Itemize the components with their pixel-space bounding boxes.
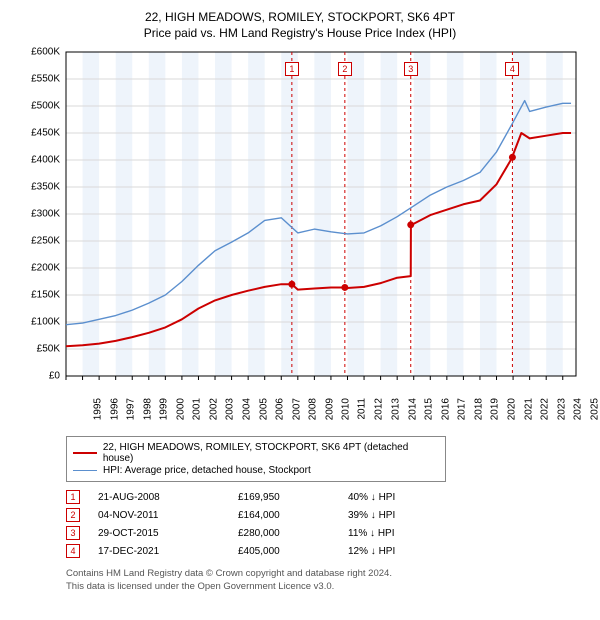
- x-axis-label: 2014: [407, 398, 418, 420]
- chart-area: £0 £50K £100K £150K £200K £250K £300K £350K £400…: [20, 48, 580, 418]
- legend-item: HPI: Average price, detached house, Stoc…: [73, 465, 439, 476]
- chart-container: 22, HIGH MEADOWS, ROMILEY, STOCKPORT, SK…: [0, 0, 600, 608]
- x-axis-label: 1998: [142, 398, 153, 420]
- x-axis-label: 1995: [92, 398, 103, 420]
- transaction-price: £169,950: [238, 492, 348, 503]
- x-axis-label: 2009: [324, 398, 335, 420]
- table-row: 4 17-DEC-2021 £405,000 12% ↓ HPI: [66, 544, 574, 558]
- x-axis-label: 2023: [556, 398, 567, 420]
- x-axis-label: 2016: [440, 398, 451, 420]
- y-axis-label: £350K: [18, 182, 60, 193]
- x-axis-label: 2000: [175, 398, 186, 420]
- y-axis-label: £450K: [18, 128, 60, 139]
- transaction-date: 04-NOV-2011: [98, 510, 238, 521]
- transaction-diff: 12% ↓ HPI: [348, 546, 458, 557]
- table-row: 3 29-OCT-2015 £280,000 11% ↓ HPI: [66, 526, 574, 540]
- chart-svg: [20, 48, 580, 418]
- chart-title: 22, HIGH MEADOWS, ROMILEY, STOCKPORT, SK…: [10, 10, 590, 24]
- x-axis-label: 2013: [390, 398, 401, 420]
- transaction-table: 1 21-AUG-2008 £169,950 40% ↓ HPI 2 04-NO…: [66, 490, 574, 558]
- x-axis-label: 2025: [589, 398, 600, 420]
- y-axis-label: £250K: [18, 236, 60, 247]
- x-axis-label: 2024: [572, 398, 583, 420]
- transaction-marker: 4: [66, 544, 80, 558]
- legend-swatch: [73, 470, 97, 471]
- transaction-marker: 2: [66, 508, 80, 522]
- transaction-date: 21-AUG-2008: [98, 492, 238, 503]
- x-axis-label: 2019: [490, 398, 501, 420]
- transaction-marker: 1: [66, 490, 80, 504]
- x-axis-label: 2001: [192, 398, 203, 420]
- transaction-date: 17-DEC-2021: [98, 546, 238, 557]
- x-axis-label: 2008: [308, 398, 319, 420]
- y-axis-label: £100K: [18, 317, 60, 328]
- x-axis-label: 1999: [158, 398, 169, 420]
- y-axis-label: £0: [18, 371, 60, 382]
- footer-attribution: Contains HM Land Registry data © Crown c…: [66, 568, 574, 594]
- x-axis-label: 2002: [208, 398, 219, 420]
- y-axis-label: £400K: [18, 155, 60, 166]
- transaction-date: 29-OCT-2015: [98, 528, 238, 539]
- x-axis-label: 2007: [291, 398, 302, 420]
- footer-line: Contains HM Land Registry data © Crown c…: [66, 568, 574, 581]
- x-axis-label: 2010: [341, 398, 352, 420]
- table-row: 2 04-NOV-2011 £164,000 39% ↓ HPI: [66, 508, 574, 522]
- chart-marker-pin: 3: [404, 62, 418, 76]
- legend-label: HPI: Average price, detached house, Stoc…: [103, 465, 311, 476]
- x-axis-label: 2004: [241, 398, 252, 420]
- y-axis-label: £300K: [18, 209, 60, 220]
- transaction-diff: 11% ↓ HPI: [348, 528, 458, 539]
- x-axis-label: 2012: [374, 398, 385, 420]
- chart-marker-pin: 4: [505, 62, 519, 76]
- x-axis-label: 2003: [225, 398, 236, 420]
- table-row: 1 21-AUG-2008 £169,950 40% ↓ HPI: [66, 490, 574, 504]
- legend-swatch: [73, 452, 97, 454]
- transaction-price: £280,000: [238, 528, 348, 539]
- chart-marker-pin: 1: [285, 62, 299, 76]
- transaction-marker: 3: [66, 526, 80, 540]
- chart-subtitle: Price paid vs. HM Land Registry's House …: [10, 26, 590, 40]
- legend: 22, HIGH MEADOWS, ROMILEY, STOCKPORT, SK…: [66, 436, 446, 482]
- x-axis-label: 2020: [506, 398, 517, 420]
- transaction-diff: 40% ↓ HPI: [348, 492, 458, 503]
- x-axis-label: 2022: [539, 398, 550, 420]
- x-axis-label: 2015: [423, 398, 434, 420]
- legend-item: 22, HIGH MEADOWS, ROMILEY, STOCKPORT, SK…: [73, 442, 439, 464]
- transaction-diff: 39% ↓ HPI: [348, 510, 458, 521]
- y-axis-label: £550K: [18, 74, 60, 85]
- y-axis-label: £200K: [18, 263, 60, 274]
- chart-marker-pin: 2: [338, 62, 352, 76]
- y-axis-label: £50K: [18, 344, 60, 355]
- x-axis-label: 2017: [457, 398, 468, 420]
- legend-label: 22, HIGH MEADOWS, ROMILEY, STOCKPORT, SK…: [103, 442, 439, 464]
- y-axis-label: £500K: [18, 101, 60, 112]
- transaction-price: £405,000: [238, 546, 348, 557]
- x-axis-label: 1997: [125, 398, 136, 420]
- x-axis-label: 1996: [109, 398, 120, 420]
- footer-line: This data is licensed under the Open Gov…: [66, 581, 574, 594]
- x-axis-label: 2006: [274, 398, 285, 420]
- x-axis-label: 2021: [523, 398, 534, 420]
- y-axis-label: £150K: [18, 290, 60, 301]
- title-block: 22, HIGH MEADOWS, ROMILEY, STOCKPORT, SK…: [10, 10, 590, 40]
- x-axis-label: 2011: [356, 398, 367, 420]
- x-axis-label: 2018: [473, 398, 484, 420]
- transaction-price: £164,000: [238, 510, 348, 521]
- y-axis-label: £600K: [18, 47, 60, 58]
- x-axis-label: 2005: [258, 398, 269, 420]
